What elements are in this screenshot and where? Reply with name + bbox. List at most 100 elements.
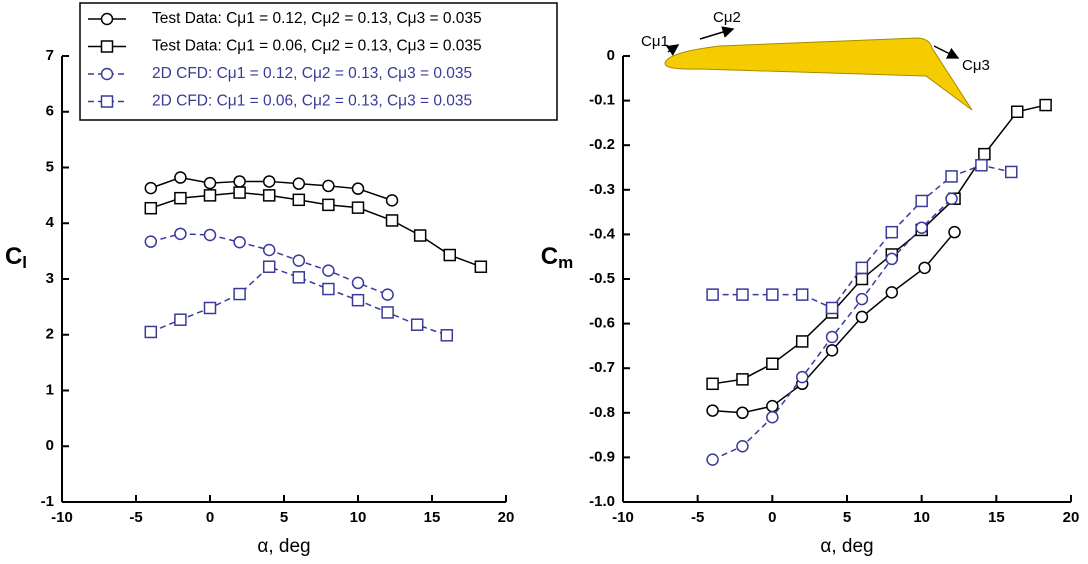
marker xyxy=(855,292,869,306)
marker xyxy=(262,189,276,202)
marker xyxy=(174,171,187,184)
x-tick-label: 5 xyxy=(843,509,851,526)
x-axis-label: α, deg xyxy=(820,536,873,557)
marker xyxy=(978,147,991,161)
marker xyxy=(706,377,719,391)
x-tick-label: 0 xyxy=(206,509,214,526)
marker xyxy=(766,288,779,301)
y-tick-label: -0.8 xyxy=(589,404,615,421)
marker xyxy=(795,288,809,301)
marker xyxy=(322,198,335,212)
marker xyxy=(945,170,958,183)
y-tick-label: 0 xyxy=(46,437,54,454)
x-tick-label: 15 xyxy=(988,509,1005,526)
marker xyxy=(915,194,928,208)
x-tick-label: -5 xyxy=(129,509,142,526)
series-line xyxy=(712,198,953,461)
marker xyxy=(262,243,276,257)
x-tick-label: 20 xyxy=(1063,509,1080,526)
marker xyxy=(825,344,839,357)
marker xyxy=(292,271,306,284)
marker xyxy=(100,95,114,108)
marker xyxy=(203,228,217,242)
x-tick-label: 20 xyxy=(498,509,515,526)
y-tick-label: -0.5 xyxy=(589,270,615,287)
arrow xyxy=(665,44,680,56)
marker xyxy=(975,159,988,172)
marker xyxy=(795,370,809,384)
marker xyxy=(322,179,335,193)
x-tick-label: -10 xyxy=(51,509,73,526)
marker xyxy=(203,301,217,315)
marker xyxy=(233,175,246,188)
marker xyxy=(885,225,899,239)
y-tick-label: 4 xyxy=(46,214,55,231)
legend-label: 2D CFD: Cμ1 = 0.12, Cμ2 = 0.13, Cμ3 = 0.… xyxy=(152,65,472,82)
y-tick-label: 7 xyxy=(46,47,54,64)
series-line xyxy=(712,104,1046,385)
series-line xyxy=(712,164,1012,309)
marker xyxy=(736,440,749,453)
y-tick-label: -0.3 xyxy=(589,181,615,198)
marker xyxy=(292,193,306,207)
marker xyxy=(174,313,187,326)
y-axis-subscript: l xyxy=(22,253,27,272)
marker xyxy=(100,67,114,81)
marker xyxy=(292,177,306,190)
marker xyxy=(410,318,424,331)
marker xyxy=(100,40,114,53)
marker xyxy=(443,248,457,262)
x-tick-label: 5 xyxy=(280,509,288,526)
marker xyxy=(292,254,306,267)
legend-label: Test Data: Cμ1 = 0.06, Cμ2 = 0.13, Cμ3 =… xyxy=(152,38,482,55)
y-tick-label: -1 xyxy=(41,493,54,510)
marker xyxy=(918,261,931,275)
x-axis-label: α, deg xyxy=(257,536,310,557)
marker xyxy=(440,329,454,342)
marker xyxy=(766,357,779,370)
marker xyxy=(766,399,779,413)
marker xyxy=(855,272,869,286)
y-tick-label: -1.0 xyxy=(589,493,615,510)
marker xyxy=(351,182,365,195)
annotation: Cμ3 xyxy=(962,57,990,74)
marker xyxy=(736,373,749,386)
x-tick-label: 10 xyxy=(913,509,930,526)
x-tick-label: 10 xyxy=(350,509,367,526)
marker xyxy=(351,276,365,290)
marker xyxy=(203,189,217,202)
marker xyxy=(144,181,158,195)
y-tick-label: -0.7 xyxy=(589,359,615,376)
y-tick-label: 2 xyxy=(46,326,54,343)
marker xyxy=(1039,98,1052,112)
marker xyxy=(385,214,399,227)
y-tick-label: -0.9 xyxy=(589,448,615,465)
y-tick-label: -0.1 xyxy=(589,92,615,109)
marker xyxy=(706,453,719,466)
series-line xyxy=(150,265,448,337)
marker xyxy=(825,301,839,315)
y-tick-label: 6 xyxy=(46,103,54,120)
arrow xyxy=(933,45,960,59)
x-tick-label: -5 xyxy=(691,509,704,526)
airfoil xyxy=(664,37,973,111)
x-tick-label: -10 xyxy=(612,509,634,526)
marker xyxy=(706,288,719,301)
marker xyxy=(174,227,187,241)
y-axis-label: Cm xyxy=(541,243,573,272)
marker xyxy=(381,288,394,301)
marker xyxy=(885,252,899,266)
y-tick-label: -0.2 xyxy=(589,136,615,153)
marker xyxy=(144,235,158,248)
marker xyxy=(262,260,276,273)
legend-box xyxy=(79,2,558,121)
arrow xyxy=(699,26,735,40)
y-tick-label: 3 xyxy=(46,270,54,287)
y-tick-label: 0 xyxy=(607,47,615,64)
marker xyxy=(766,411,779,424)
marker xyxy=(915,221,928,234)
marker xyxy=(855,310,869,324)
marker xyxy=(825,330,839,344)
marker xyxy=(736,406,749,420)
